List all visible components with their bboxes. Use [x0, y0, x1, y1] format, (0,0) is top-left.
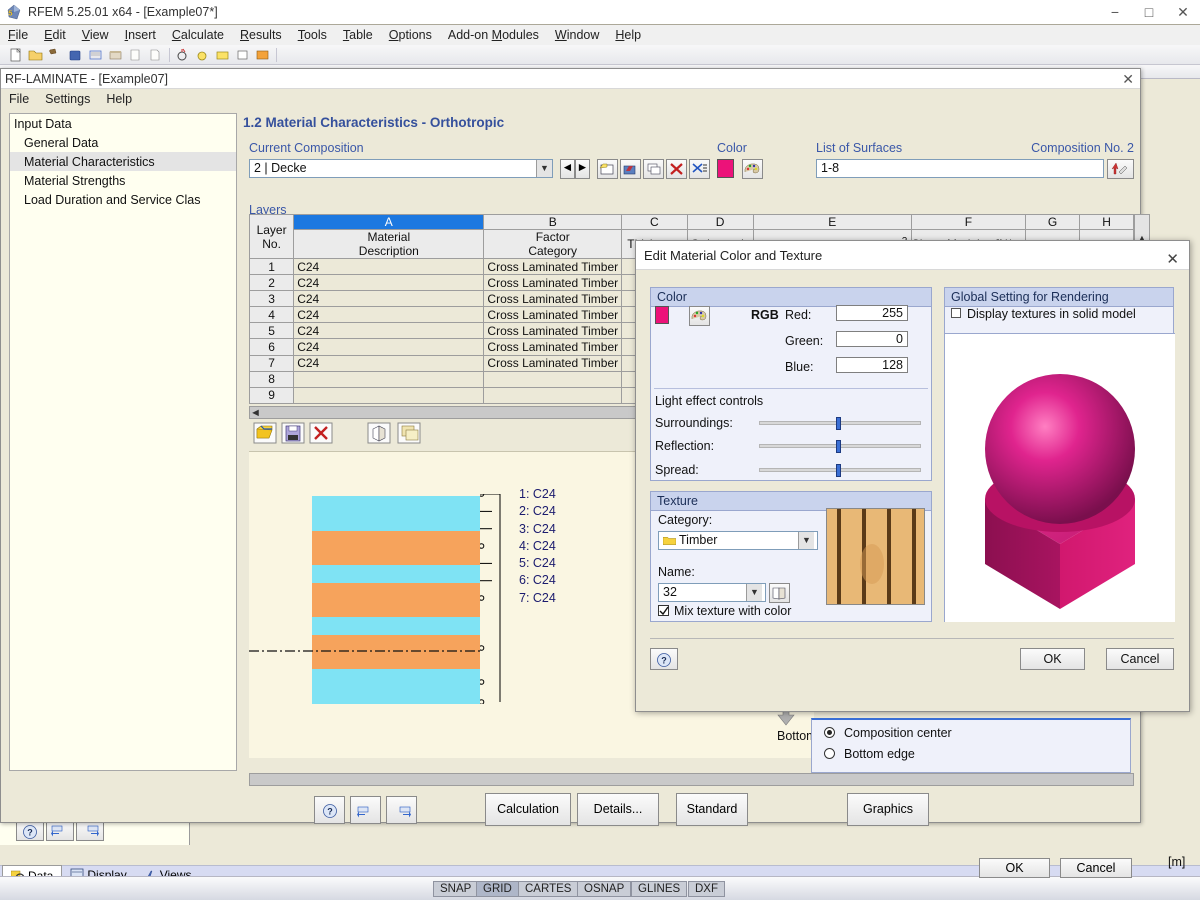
svg-text:?: ?: [661, 656, 667, 666]
svg-text:?: ?: [27, 828, 33, 838]
svg-text:?: ?: [327, 807, 333, 817]
svg-text:5: 5: [8, 9, 12, 18]
